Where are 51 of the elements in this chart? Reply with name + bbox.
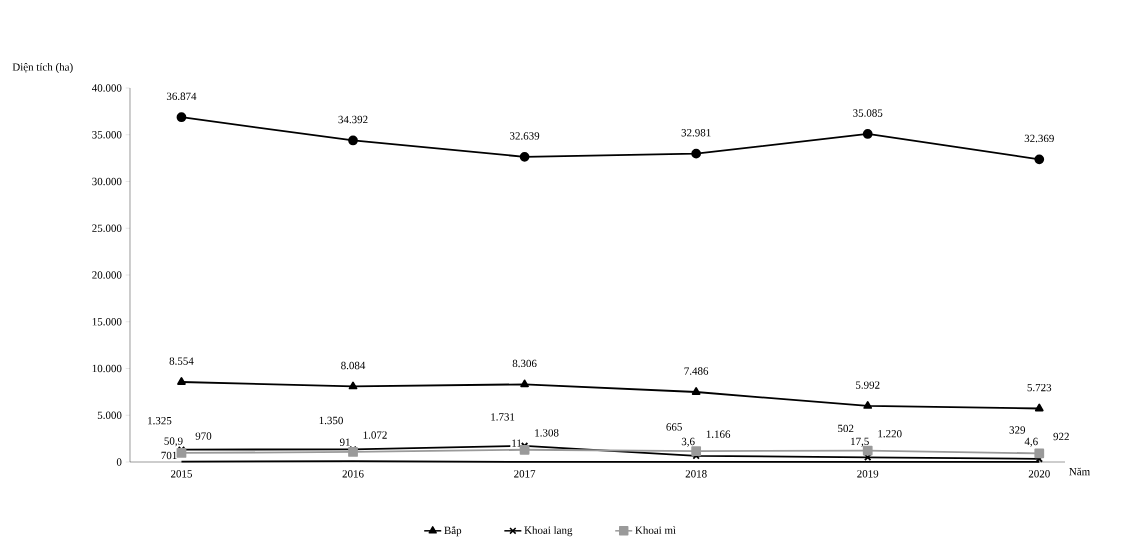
y-tick-label: 40.000 bbox=[91, 84, 122, 92]
legend-label: Khoai mì bbox=[635, 526, 676, 534]
data-label: 32.369 bbox=[1024, 134, 1054, 143]
y-tick-label: 30.000 bbox=[92, 177, 122, 186]
data-label: 1.166 bbox=[706, 430, 731, 438]
data-label: 35.085 bbox=[853, 109, 883, 117]
data-label: 7.486 bbox=[684, 367, 709, 375]
data-label: 922 bbox=[1053, 432, 1069, 441]
x-tick-label: 2016 bbox=[342, 470, 364, 478]
legend-label: Bắp bbox=[444, 526, 462, 537]
data-label: 36.874 bbox=[166, 92, 197, 101]
data-label: 329 bbox=[1009, 426, 1026, 434]
legend-label: Khoai lang bbox=[524, 526, 573, 537]
y-tick-label: 35.000 bbox=[92, 131, 122, 139]
data-label: 5.992 bbox=[856, 381, 880, 389]
data-label: 1.350 bbox=[319, 416, 343, 425]
data-label: 970 bbox=[195, 432, 212, 440]
data-label: 5.723 bbox=[1027, 383, 1052, 392]
data-label: 50,9 bbox=[164, 437, 183, 447]
data-label: 1.731 bbox=[491, 413, 515, 421]
data-label: 17,5 bbox=[851, 437, 869, 447]
y-tick-label: 25.000 bbox=[92, 224, 122, 232]
data-label: 1.308 bbox=[535, 429, 559, 437]
x-axis-title: Năm bbox=[1069, 467, 1090, 476]
annotation: 701 bbox=[161, 451, 177, 460]
x-tick-label: 2018 bbox=[685, 470, 707, 478]
data-label: 1.220 bbox=[878, 429, 902, 438]
data-label: 4,6 bbox=[1024, 437, 1038, 447]
data-label: 91 bbox=[339, 438, 350, 446]
data-label: 502 bbox=[838, 424, 854, 433]
y-tick-label: 10.000 bbox=[92, 364, 122, 373]
data-label: 8.084 bbox=[341, 361, 366, 370]
data-label: 8.306 bbox=[512, 359, 537, 368]
data-label: 8.554 bbox=[169, 357, 194, 365]
data-label: 11 bbox=[512, 439, 522, 447]
y-tick-label: 5.000 bbox=[97, 411, 122, 419]
y-tick-label: 0 bbox=[116, 458, 122, 466]
data-label: 665 bbox=[666, 423, 682, 431]
y-tick-label: 15.000 bbox=[92, 318, 122, 326]
data-label: 3,6 bbox=[681, 437, 695, 447]
data-label: 32.639 bbox=[510, 132, 540, 140]
data-label: 1.072 bbox=[363, 431, 387, 439]
y-axis-title: Diện tích (ha) bbox=[12, 62, 73, 73]
data-label: 32.981 bbox=[681, 129, 711, 137]
y-tick-label: 20.000 bbox=[92, 271, 122, 279]
x-tick-label: 2020 bbox=[1028, 470, 1050, 478]
data-label: 1.325 bbox=[148, 417, 172, 425]
x-tick-label: 2019 bbox=[857, 470, 879, 478]
x-tick-label: 2017 bbox=[514, 470, 536, 478]
data-label: 34.392 bbox=[338, 115, 368, 124]
x-tick-label: 2015 bbox=[170, 470, 192, 478]
